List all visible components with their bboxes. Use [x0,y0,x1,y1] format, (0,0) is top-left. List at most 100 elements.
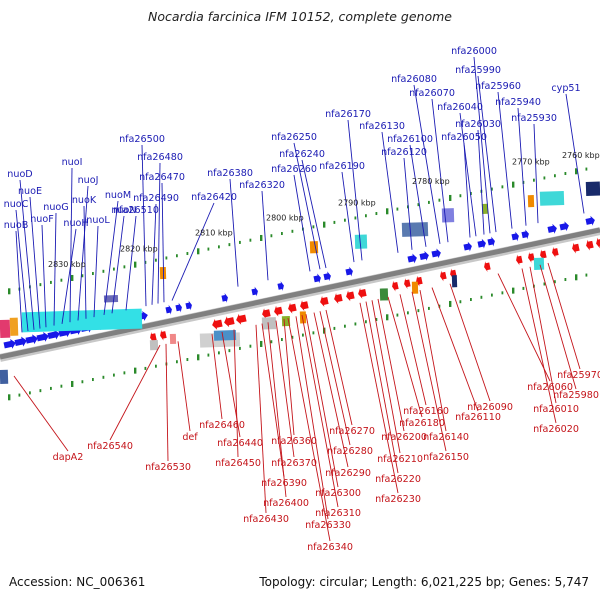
ruler-tick [291,335,294,339]
label-leader-line [403,157,413,250]
reverse-gene-label: nfa26300 [315,488,361,499]
ruler-tick [512,287,515,294]
genome-backbone [0,227,600,362]
forward-gene-label: nfa26260 [271,164,317,175]
forward-gene-label: nuoJ [78,175,99,186]
orange-domain-block [411,281,419,294]
forward-gene-label: nfa26050 [441,132,487,143]
forward-gene-arrow [185,300,192,311]
kbp-label: 2790 kbp [338,198,376,207]
ruler-tick [480,295,483,299]
ruler-tick [344,324,346,328]
label-leader-line [293,142,321,270]
label-leader-line [313,312,349,468]
reverse-gene-label: nfa25970 [557,370,600,381]
ruler-tick [396,313,399,317]
kbp-label: 2760 kbp [562,151,600,160]
forward-gene-arrow [323,271,331,282]
blue-domain-block [213,330,237,341]
ruler-tick [239,240,241,244]
forward-gene-label: nfa26170 [325,109,371,120]
orange-domain-block [159,266,167,280]
label-leader-line [165,343,169,462]
forward-gene-label: nfa26100 [387,134,433,145]
label-leader-line [211,334,223,420]
ruler-ticks [8,167,588,401]
label-leader-line [267,322,287,498]
forward-gene-arrow [477,238,486,249]
reverse-gene-arrow [440,270,447,282]
ruler-tick [50,280,52,284]
label-leader-line [261,190,269,281]
forward-gene-arrow [487,236,495,247]
label-leader-line [325,309,353,426]
forward-gene-label: nfa26490 [133,193,179,204]
ruler-tick [575,168,578,175]
reverse-gene-arrow [320,296,329,307]
ruler-tick [417,309,420,313]
reverse-gene-label: nfa26460 [199,420,245,431]
backbone-line [0,227,600,360]
ruler-tick [123,265,126,269]
reverse-gene-arrow [358,288,367,299]
ruler-tick [333,326,336,330]
ruler-tick [29,391,31,395]
steel-domain-block [401,222,429,237]
forward-gene-label: nuoL [86,215,110,226]
label-leader-line [177,341,191,432]
reverse-gene-arrow [334,293,343,304]
reverse-gene-label: nfa26290 [325,468,371,479]
ruler-tick [134,367,137,374]
reverse-gene-arrow [392,280,399,292]
ruler-tick [501,185,504,189]
forward-gene-arrow [463,241,472,252]
label-leader-line [161,182,165,303]
forward-gene-label: nfa26320 [239,180,285,191]
reverse-gene-arrow [540,249,547,261]
label-leader-line [171,202,215,301]
forward-gene-label: nfa26080 [391,74,437,85]
reverse-gene-label: nfa26540 [87,441,133,452]
ruler-tick [186,358,189,362]
ruler-tick [564,172,567,176]
ruler-tick [144,260,147,264]
reverse-gene-label: nfa26060 [527,382,573,393]
ruler-tick [407,311,409,315]
reverse-gene-arrow [404,278,411,289]
forward-gene-label: nfa26510 [113,205,159,216]
label-leader-line [287,317,331,542]
ruler-tick [365,214,367,218]
reverse-gene-arrow [346,290,355,302]
reverse-gene-arrow [586,239,594,251]
ruler-tick [354,216,357,220]
ruler-tick [134,261,137,268]
reverse-gene-label: nfa26390 [261,478,307,489]
forward-gene-label: nfa26250 [271,132,317,143]
ruler-tick [260,340,263,347]
ruler-tick [197,354,200,361]
ruler-tick [71,380,74,387]
orange-domain-block [527,195,535,208]
ruler-tick [228,243,231,247]
reverse-gene-label: nfa26440 [217,438,263,449]
ruler-tick [92,378,94,382]
steel-domain-block [0,369,9,384]
forward-gene-label: nfa26070 [409,88,455,99]
ruler-tick [375,318,378,322]
ruler-tick [386,208,389,215]
forward-gene-arrow [175,302,182,313]
kbp-label: 2820 kbp [120,245,158,254]
accession-text: Accession: NC_006361 [9,575,146,589]
ruler-tick [365,320,367,324]
forward-gene-arrow [313,273,321,284]
label-leader-line [497,91,513,229]
forward-gene-label: nfa25990 [455,65,501,76]
cyan-domain-block [539,190,565,206]
reverse-gene-label: nfa26310 [315,508,361,519]
ruler-tick [501,291,504,295]
label-leader-line [449,283,491,402]
reverse-gene-label: nfa26180 [399,418,445,429]
label-leader-line [261,323,285,478]
label-leaders [13,56,585,542]
reverse-gene-arrow [484,261,491,273]
